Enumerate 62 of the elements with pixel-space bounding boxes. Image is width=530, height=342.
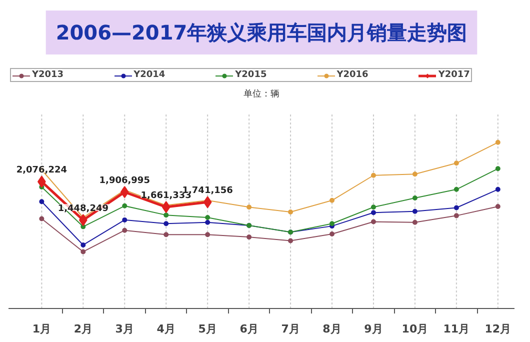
point [122,228,128,233]
point [205,215,210,220]
x-tick-label: 11月 [443,322,470,336]
point [162,201,170,214]
point [454,160,459,166]
point [370,172,376,178]
point [454,186,459,192]
point [330,221,335,226]
legend-label: Y2013 [32,70,64,80]
point [164,212,169,218]
point [412,172,418,177]
point [454,213,459,218]
point [412,220,418,225]
x-tick-label: 12月 [484,322,512,336]
point [288,238,294,244]
data-label: 2,076,224 [16,166,68,176]
legend-label: Y2017 [438,70,470,80]
x-tick-label: 4月 [156,322,176,336]
x-tick-label: 1月 [32,322,52,336]
point [122,203,128,208]
x-tick-label: 10月 [402,322,428,336]
data-label: 1,448,249 [58,204,109,214]
text: 单位：辆 [244,88,280,100]
chart-title: 2006—2017年狭义乘用车国内月销量走势图 [56,20,468,44]
point [370,210,376,216]
point [164,232,169,238]
point [164,221,169,226]
point [39,216,44,222]
point [39,199,44,204]
point [203,196,212,208]
x-tick-label: 8月 [322,322,342,336]
point [495,140,500,145]
point [205,232,210,238]
point [330,232,335,236]
point [495,166,500,172]
x-tick-label: 3月 [115,322,134,336]
point [412,195,418,200]
point [78,214,88,226]
point [495,186,500,192]
point [370,204,376,210]
point [205,220,210,225]
point [495,204,500,210]
x-tick-label: 5月 [198,322,217,336]
data-label: 1,906,995 [99,176,150,186]
point [246,204,252,210]
point [330,198,335,203]
point [412,208,418,214]
legend-label: Y2015 [235,70,267,80]
point [288,210,294,215]
point [80,249,86,254]
x-tick-label: 9月 [364,322,383,336]
point [246,234,252,240]
x-tick-label: 2月 [74,322,92,336]
point [120,186,129,198]
legend-label: Y2016 [336,70,368,80]
point [454,205,459,210]
legend-label: Y2014 [134,70,166,80]
x-tick-label: 6月 [240,322,258,336]
point [122,217,128,222]
point [370,219,376,224]
point [80,242,86,248]
x-tick-label: 7月 [281,322,300,336]
